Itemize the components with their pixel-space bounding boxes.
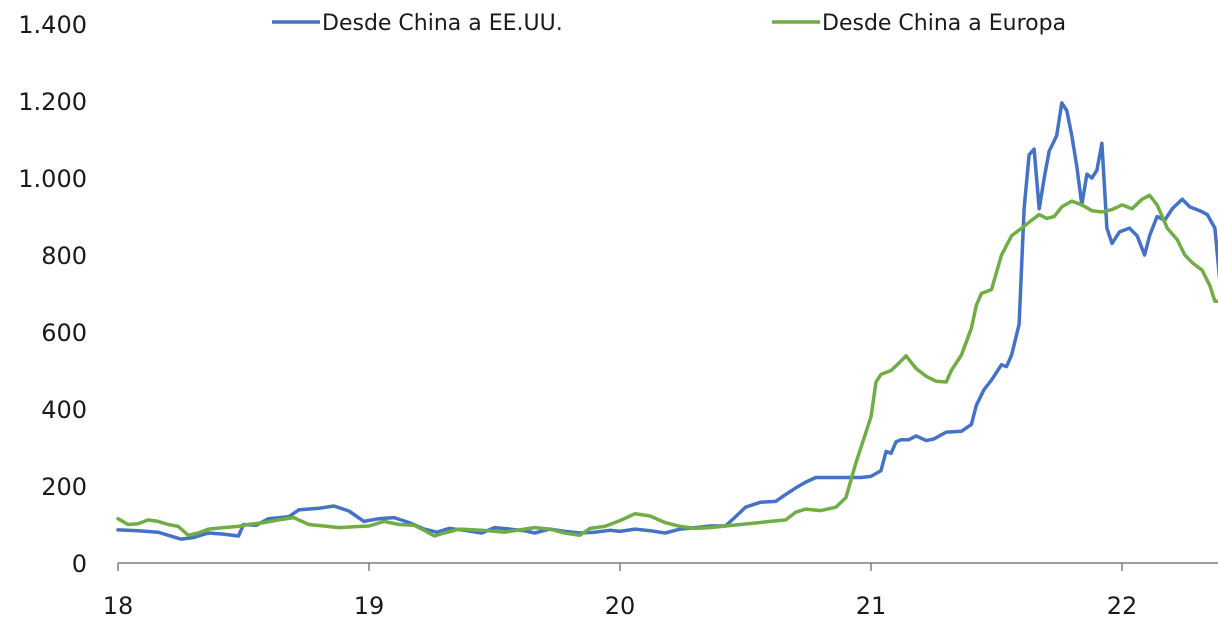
- x-tick-label: 18: [103, 592, 134, 618]
- legend-label: Desde China a EE.UU.: [322, 11, 563, 36]
- legend-item-usa: Desde China a EE.UU.: [272, 11, 563, 36]
- y-tick-label: 800: [41, 242, 87, 270]
- x-tick-label: 21: [856, 592, 887, 618]
- series-lines: [116, 101, 1218, 541]
- series-line-usa: [116, 101, 1218, 541]
- x-tick-label: 20: [605, 592, 636, 618]
- y-tick-label: 1.200: [18, 88, 87, 116]
- y-tick-label: 1.000: [18, 165, 87, 193]
- series-line-europe: [116, 193, 1218, 538]
- y-tick-label: 0: [72, 550, 87, 578]
- y-tick-label: 400: [41, 396, 87, 424]
- x-tick-label: 22: [1107, 592, 1138, 618]
- x-tick-label: 19: [354, 592, 385, 618]
- y-tick-label: 1.400: [18, 11, 87, 39]
- y-axis-labels: 0 200 400 600 800 1.000 1.200 1.400: [18, 11, 87, 578]
- y-tick-label: 200: [41, 473, 87, 501]
- legend-label: Desde China a Europa: [822, 11, 1066, 36]
- legend-item-europe: Desde China a Europa: [772, 11, 1066, 36]
- legend: Desde China a EE.UU. Desde China a Europa: [272, 11, 1066, 36]
- x-axis: 18 19 20 21 22: [103, 562, 1218, 618]
- y-tick-label: 600: [41, 319, 87, 347]
